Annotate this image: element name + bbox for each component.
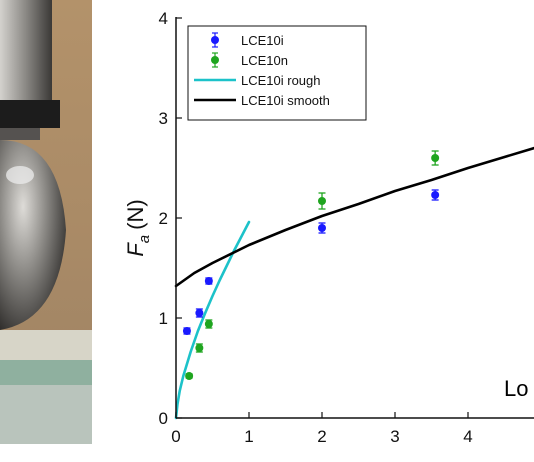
data-point-lce10i <box>318 224 326 232</box>
y-tick-label: 2 <box>159 209 168 228</box>
series-line-lce10i-smooth <box>174 146 534 288</box>
y-label-unit: (N) <box>123 199 148 230</box>
data-point-lce10n <box>185 372 194 380</box>
y-label-symbol: F <box>123 242 148 257</box>
legend-marker-lce10n <box>211 56 219 64</box>
data-point-lce10n <box>318 197 326 205</box>
legend-label-lce10i-rough: LCE10i rough <box>241 73 321 88</box>
x-tick-label: 2 <box>317 427 326 446</box>
data-point-lce10i <box>204 277 213 285</box>
x-tick-label: 3 <box>390 427 399 446</box>
overlay-text: Lo <box>504 376 528 401</box>
data-point-lce10i <box>182 327 191 335</box>
legend-label-lce10n: LCE10n <box>241 53 288 68</box>
data-point-lce10n <box>195 344 204 352</box>
y-axis-label: Fa (N) <box>123 199 153 256</box>
legend-label-lce10i-smooth: LCE10i smooth <box>241 93 330 108</box>
specimen-photo <box>0 0 92 444</box>
y-tick-label: 3 <box>159 109 168 128</box>
data-point-lce10i <box>431 191 440 199</box>
data-point-lce10n <box>431 154 440 162</box>
data-point-lce10n <box>204 320 213 328</box>
y-tick-label: 0 <box>159 409 168 428</box>
x-tick-label: 1 <box>244 427 253 446</box>
legend-label-lce10i: LCE10i <box>241 33 284 48</box>
legend: LCE10i LCE10n LCE10i rough LCE10i smooth <box>187 25 367 121</box>
y-tick-label: 4 <box>159 9 168 28</box>
y-label-subscript: a <box>136 235 153 243</box>
data-point-lce10i <box>195 309 204 317</box>
x-tick-label: 0 <box>171 427 180 446</box>
y-tick-label: 1 <box>159 309 168 328</box>
x-tick-label: 4 <box>463 427 472 446</box>
legend-marker-lce10i <box>211 36 219 44</box>
series-line-lce10i-rough <box>174 220 251 420</box>
